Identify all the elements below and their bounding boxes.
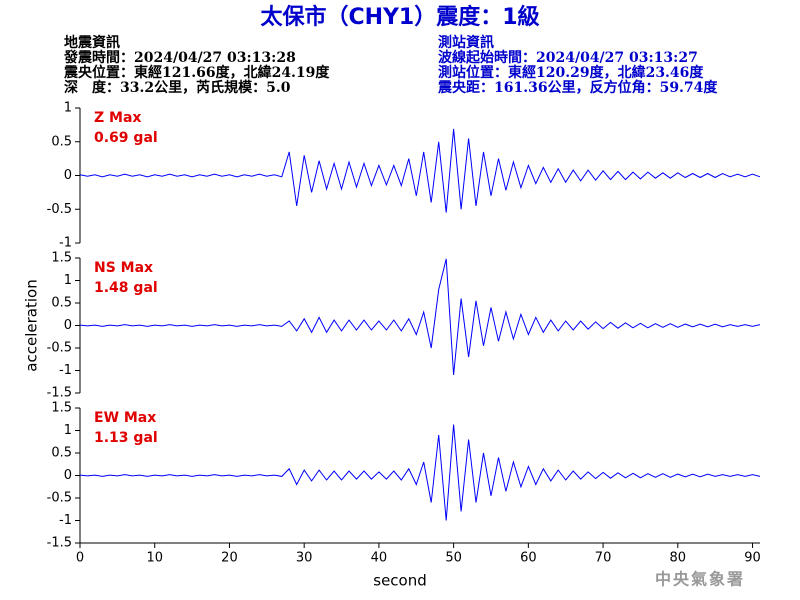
info-left: 發震時間：2024/04/27 03:13:28 — [63, 49, 296, 66]
y-tick-label: -1.5 — [47, 536, 72, 551]
y-tick-label: -1 — [59, 513, 72, 528]
y-tick-label: -0.5 — [47, 341, 72, 356]
y-tick-label: -0.5 — [47, 491, 72, 506]
annotation: Z Max — [94, 110, 141, 126]
y-tick-label: -1.5 — [47, 386, 72, 401]
x-tick-label: 60 — [520, 551, 537, 566]
info-right: 測站位置：東經120.29度，北緯23.46度 — [438, 64, 704, 81]
y-tick-label: -1 — [59, 363, 72, 378]
annotation: EW Max — [94, 410, 156, 426]
annotation: 0.69 gal — [94, 130, 158, 146]
x-tick-label: 0 — [76, 551, 84, 566]
waveform — [79, 258, 761, 376]
y-tick-label: 1 — [64, 101, 72, 116]
info-right: 波線起始時間：2024/04/27 03:13:27 — [438, 49, 698, 66]
y-tick-label: 1 — [64, 273, 72, 288]
info-left: 深 度：33.2公里，芮氏規模：5.0 — [64, 79, 291, 96]
y-tick-label: 0 — [64, 168, 72, 183]
y-tick-label: 0.5 — [51, 446, 72, 461]
x-tick-label: 70 — [595, 551, 612, 566]
y-tick-label: 0.5 — [51, 296, 72, 311]
annotation: 1.48 gal — [94, 280, 158, 296]
info-right: 震央距：161.36公里，反方位角：59.74度 — [437, 79, 718, 96]
annotation: 1.13 gal — [94, 430, 158, 446]
info-left: 地震資訊 — [64, 34, 120, 51]
y-tick-label: 0 — [64, 318, 72, 333]
y-axis-label: acceleration — [23, 279, 41, 371]
x-tick-label: 10 — [146, 551, 163, 566]
y-tick-label: -1 — [59, 236, 72, 251]
y-tick-label: 0.5 — [51, 134, 72, 149]
x-tick-label: 30 — [296, 551, 313, 566]
x-tick-label: 20 — [221, 551, 238, 566]
y-tick-label: 1 — [64, 423, 72, 438]
info-left: 震央位置：東經121.66度，北緯24.19度 — [63, 64, 330, 81]
info-right: 測站資訊 — [438, 34, 494, 51]
x-tick-label: 40 — [371, 551, 388, 566]
x-tick-label: 50 — [445, 551, 462, 566]
credit: 中央氣象署 — [655, 570, 745, 589]
y-tick-label: 1.5 — [51, 401, 72, 416]
y-tick-label: 1.5 — [51, 251, 72, 266]
y-tick-label: 0 — [64, 468, 72, 483]
x-tick-label: 90 — [744, 551, 761, 566]
waveform — [79, 424, 761, 521]
x-axis-label: second — [373, 572, 427, 590]
chart-title: 太保市（CHY1）震度：1級 — [260, 4, 539, 30]
y-tick-label: -0.5 — [47, 202, 72, 217]
waveform — [79, 128, 761, 213]
x-tick-label: 80 — [670, 551, 687, 566]
annotation: NS Max — [94, 260, 153, 276]
